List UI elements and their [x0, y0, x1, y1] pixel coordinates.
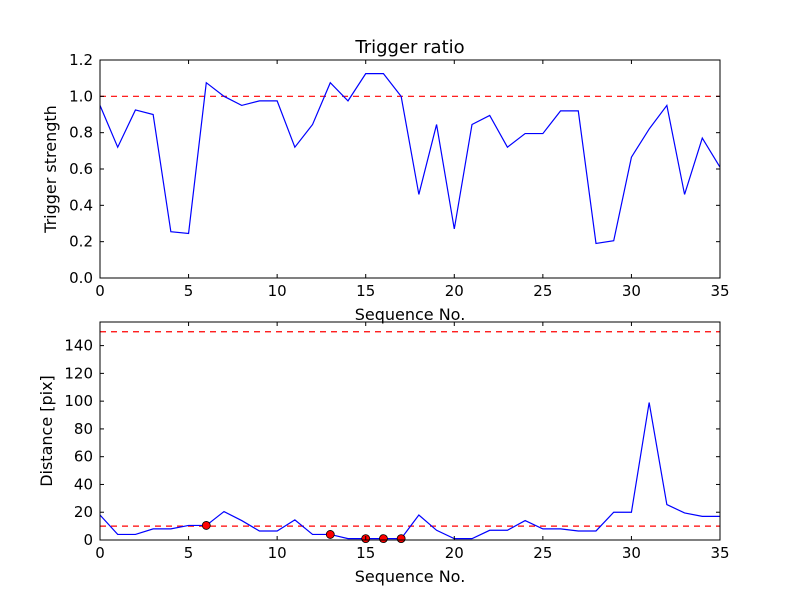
x-tick-label: 25	[533, 282, 552, 300]
y-tick-label: 0.6	[69, 160, 93, 178]
y-tick-label: 40	[74, 475, 93, 493]
y-tick-label: 1.2	[69, 51, 93, 69]
y-tick-label: 0.8	[69, 124, 93, 142]
top-axes-trigger-ratio: 0 5 10 15 20 25 30 35 0.0 0.2 0.4 0.6 0.8 1.0 1.2 Trigg…	[41, 37, 730, 324]
data-line	[99, 402, 720, 540]
chart-title: Trigger ratio	[354, 37, 464, 58]
x-tick-label: 30	[622, 544, 641, 562]
y-tick-label: 0.0	[69, 269, 93, 287]
x-tick-label: 35	[710, 282, 729, 300]
axes-frame	[99, 321, 721, 541]
y-tick-label: 60	[74, 448, 93, 466]
data-marker	[379, 534, 388, 544]
x-tick-label: 25	[533, 544, 552, 562]
y-tick-label: 20	[74, 503, 93, 521]
x-tick-label: 5	[184, 282, 194, 300]
x-tick-label: 20	[445, 544, 464, 562]
y-axis-label: Distance [pix]	[37, 375, 56, 487]
data-marker	[201, 521, 211, 530]
x-tick-label: 15	[356, 544, 375, 562]
bottom-axes-distance: 0 5 10 15 20 25 30 35 0 20 40 60 80 100 120 140 Sequence…	[37, 321, 730, 586]
data-marker	[396, 534, 406, 544]
x-tick-label: 0	[95, 282, 105, 300]
data-marker	[325, 530, 335, 539]
data-line	[99, 73, 721, 245]
y-tick-label: 140	[64, 337, 93, 355]
y-tick-label: 1.0	[69, 87, 93, 105]
x-axis-label: Sequence No.	[355, 305, 466, 324]
y-tick-label: 120	[64, 364, 93, 382]
axes-frame	[99, 59, 721, 279]
x-tick-label: 10	[268, 544, 287, 562]
x-tick-label: 20	[445, 282, 464, 300]
y-tick-label: 0.2	[69, 233, 93, 251]
x-tick-label: 10	[268, 282, 287, 300]
y-axis-label: Trigger strength	[41, 105, 60, 234]
x-tick-label: 35	[710, 544, 729, 562]
y-tick-label: 0	[83, 531, 93, 549]
x-tick-label: 30	[622, 282, 641, 300]
y-tick-label: 100	[64, 392, 93, 410]
y-tick-label: 80	[74, 420, 93, 438]
x-tick-label: 0	[95, 544, 105, 562]
x-tick-label: 15	[356, 282, 375, 300]
y-tick-label: 0.4	[69, 196, 93, 214]
x-tick-label: 5	[184, 544, 194, 562]
x-axis-label: Sequence No.	[355, 567, 466, 586]
